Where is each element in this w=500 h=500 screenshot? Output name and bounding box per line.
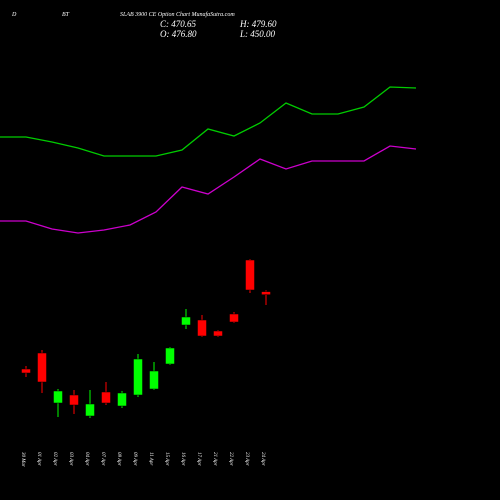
x-tick-label: 22 Apr [228,452,233,466]
x-tick-label: 16 Apr [180,452,185,466]
candle-body [229,313,239,323]
x-tick-label: 30 Mar [20,452,25,467]
x-tick-label: 01 Apr [36,452,41,466]
candle-body [85,403,95,417]
candle-body [261,291,271,295]
candle-body [53,390,63,404]
candle-body [245,259,255,291]
candle-body [69,394,79,406]
candle-body [197,319,207,337]
x-tick-label: 03 Apr [68,452,73,466]
x-tick-label: 09 Apr [132,452,137,466]
candle-body [165,347,175,365]
band-line [0,86,417,157]
x-tick-label: 04 Apr [84,452,89,466]
x-tick-label: 11 Apr [148,452,153,465]
header-left: D [11,12,17,18]
candle-body [213,330,223,337]
x-tick-label: 02 Apr [52,452,57,466]
candle-body [21,368,31,374]
close-label: C: 470.65 [160,19,197,29]
x-tick-label: 23 Apr [244,452,249,466]
band-line [0,145,417,234]
candle-body [37,352,47,383]
x-tick-label: 17 Apr [196,452,201,466]
candle-body [149,370,159,390]
low-label: L: 450.00 [239,29,276,39]
open-label: O: 476.80 [160,29,197,39]
candle-body [133,358,143,396]
x-tick-label: 15 Apr [164,452,169,466]
high-label: H: 479.60 [239,19,277,29]
candle-body [101,391,111,404]
x-tick-label: 24 Apr [260,452,265,466]
candle-body [117,392,127,407]
x-tick-label: 21 Apr [212,452,217,466]
x-tick-label: 07 Apr [100,452,105,466]
header-mid: BT [62,12,70,18]
candle-body [181,316,191,326]
chart-title: SLAB 3900 CE Option Chart MunafaSutra.co… [120,11,235,18]
x-tick-label: 08 Apr [116,452,121,466]
